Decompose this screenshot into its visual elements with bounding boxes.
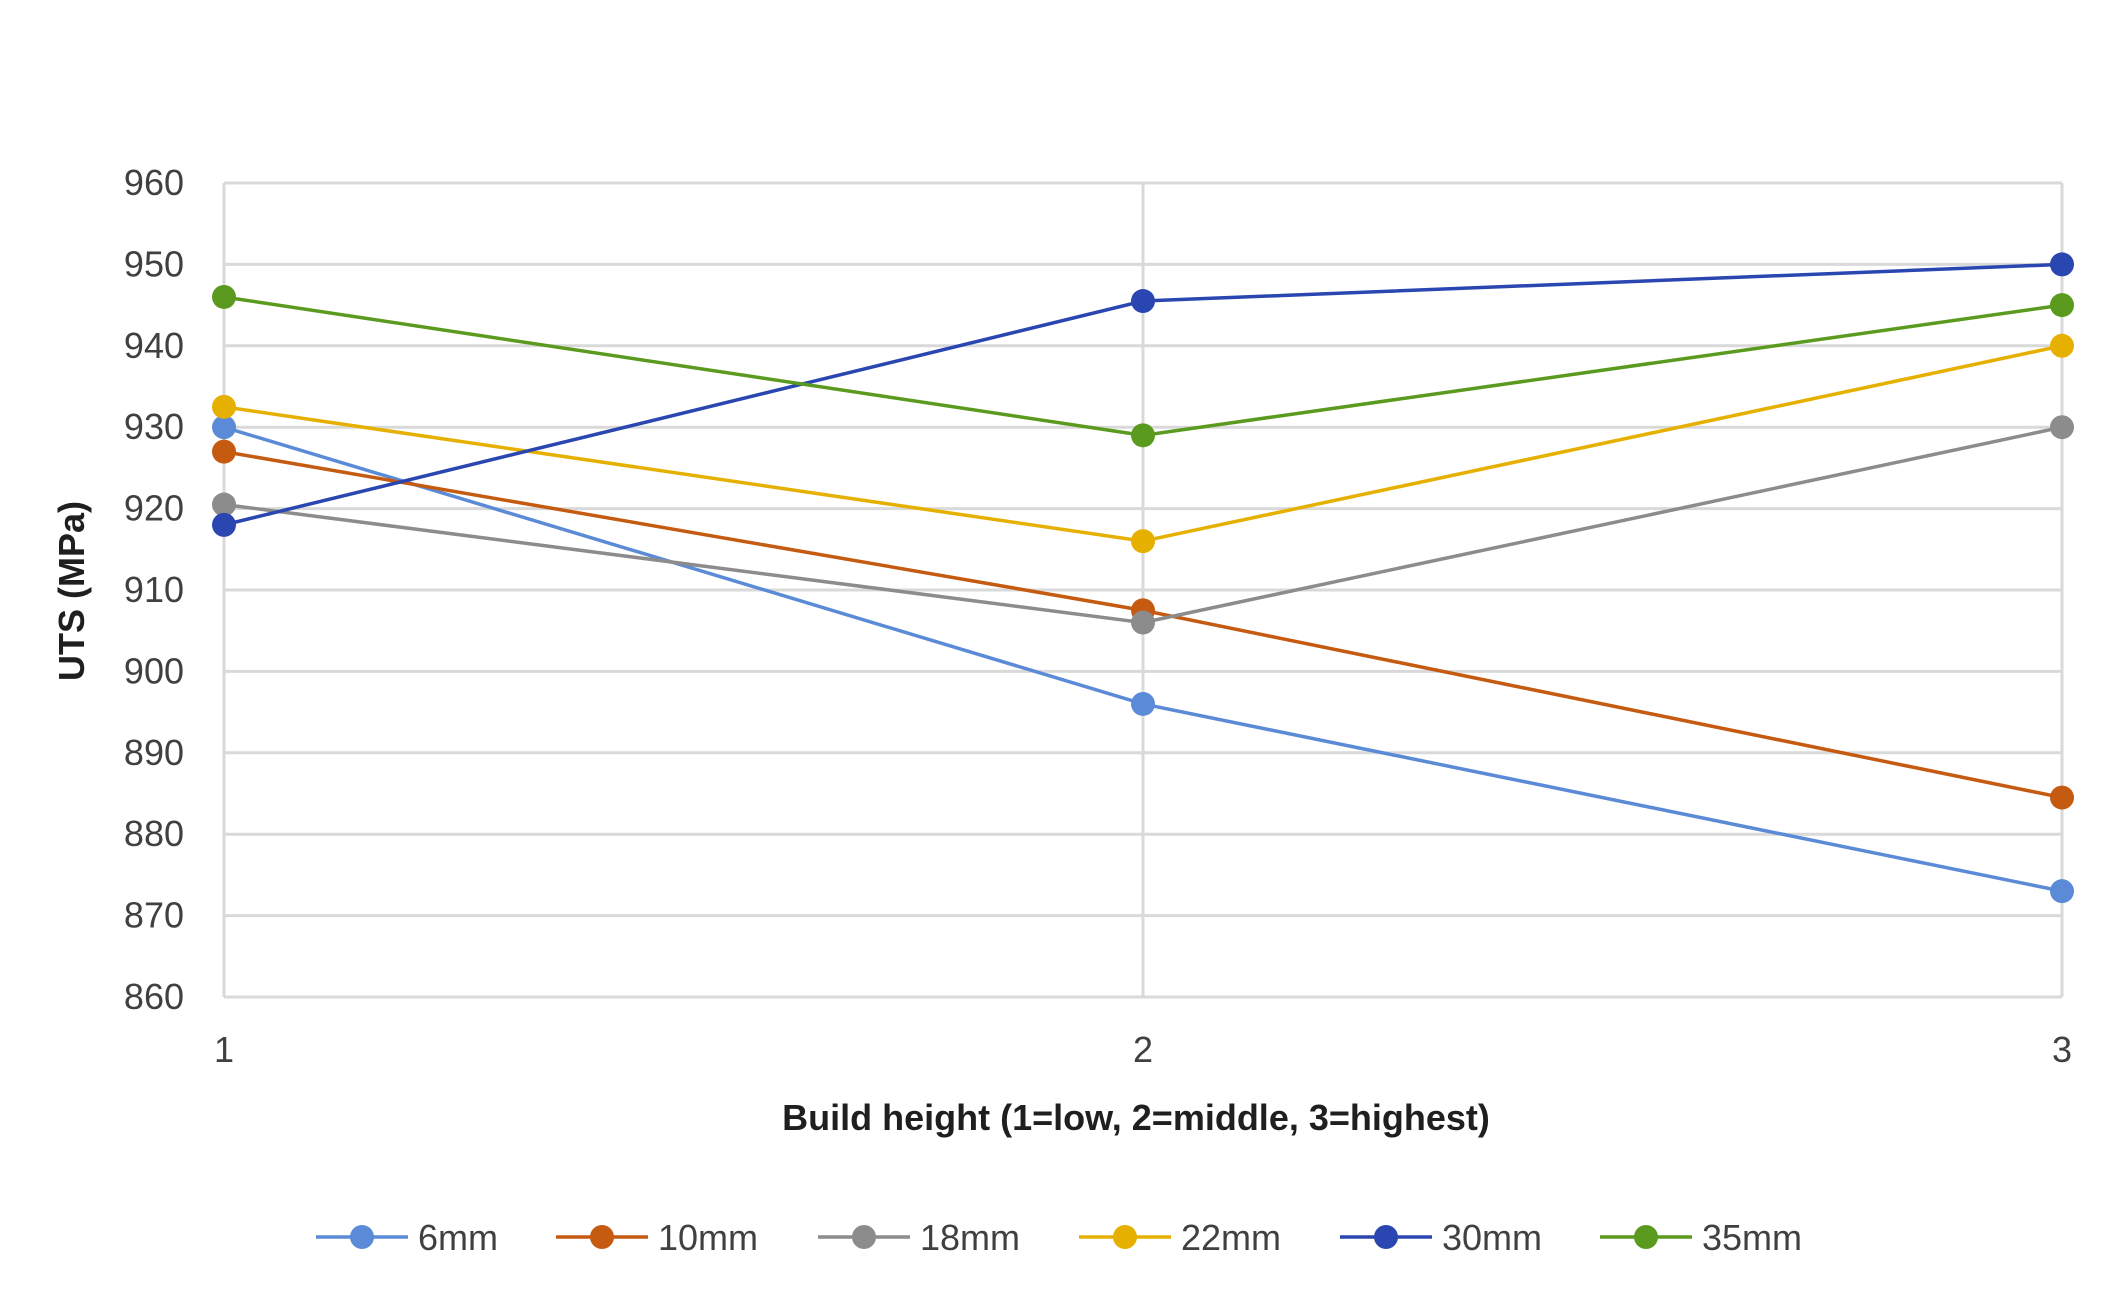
legend-label: 10mm <box>658 1217 758 1258</box>
data-point <box>212 394 236 419</box>
data-point <box>212 439 236 464</box>
y-tick-label: 860 <box>124 976 184 1017</box>
data-point <box>1131 423 1155 448</box>
y-tick-label: 930 <box>124 406 184 447</box>
legend-item-22mm: 22mm <box>1079 1217 1281 1258</box>
y-axis-ticks: 860 870 880 890 900 910 920 930 940 950 960 <box>124 162 184 1017</box>
legend-label: 18mm <box>920 1217 1020 1258</box>
y-tick-label: 880 <box>124 813 184 854</box>
legend-marker <box>1113 1225 1137 1249</box>
series-35mm <box>212 284 2074 448</box>
series-lines <box>212 252 2074 904</box>
y-tick-label: 870 <box>124 895 184 936</box>
x-tick-label: 1 <box>214 1029 234 1070</box>
series-30mm <box>212 252 2074 537</box>
legend-item-6mm: 6mm <box>316 1217 498 1258</box>
data-point <box>2050 785 2074 810</box>
data-point <box>2050 252 2074 277</box>
legend-label: 30mm <box>1442 1217 1542 1258</box>
data-point <box>2050 333 2074 358</box>
legend-marker <box>590 1225 614 1249</box>
x-tick-label: 3 <box>2052 1029 2072 1070</box>
y-tick-label: 920 <box>124 488 184 529</box>
legend-item-10mm: 10mm <box>556 1217 758 1258</box>
legend-item-35mm: 35mm <box>1600 1217 1802 1258</box>
series-18mm <box>212 415 2074 635</box>
data-point <box>2050 415 2074 440</box>
legend-marker <box>1634 1225 1658 1249</box>
x-tick-label: 2 <box>1133 1029 1153 1070</box>
data-point <box>1131 529 1155 554</box>
series-10mm <box>212 439 2074 810</box>
legend-label: 35mm <box>1702 1217 1802 1258</box>
y-tick-label: 950 <box>124 243 184 284</box>
data-point <box>2050 293 2074 318</box>
legend-marker <box>852 1225 876 1249</box>
series-6mm <box>212 415 2074 904</box>
legend-item-18mm: 18mm <box>818 1217 1020 1258</box>
data-point <box>1131 610 1155 635</box>
y-tick-label: 890 <box>124 732 184 773</box>
y-tick-label: 910 <box>124 569 184 610</box>
legend-marker <box>350 1225 374 1249</box>
data-point <box>1131 289 1155 314</box>
x-axis-ticks: 1 2 3 <box>214 1029 2072 1070</box>
y-tick-label: 960 <box>124 162 184 203</box>
y-tick-label: 900 <box>124 650 184 691</box>
legend-label: 22mm <box>1181 1217 1281 1258</box>
legend-item-30mm: 30mm <box>1340 1217 1542 1258</box>
y-tick-label: 940 <box>124 325 184 366</box>
gridlines <box>222 181 2064 999</box>
data-point <box>212 284 236 309</box>
x-axis-title: Build height (1=low, 2=middle, 3=highest… <box>782 1097 1490 1138</box>
data-point <box>212 415 236 440</box>
data-point <box>212 492 236 517</box>
data-point <box>2050 879 2074 904</box>
data-point <box>1131 691 1155 716</box>
legend-marker <box>1374 1225 1398 1249</box>
legend: 6mm 10mm 18mm 22mm 30mm 35mm <box>316 1217 1802 1258</box>
data-point <box>212 512 236 537</box>
legend-label: 6mm <box>418 1217 498 1258</box>
y-axis-title: UTS (MPa) <box>51 501 92 681</box>
